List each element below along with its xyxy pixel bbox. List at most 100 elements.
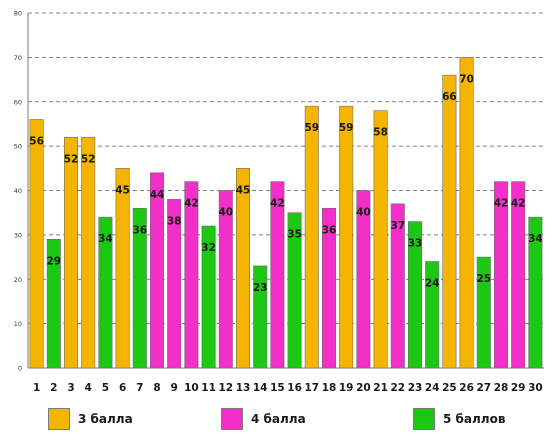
x-tick-label: 11 <box>201 382 216 394</box>
bar <box>132 207 147 369</box>
bars <box>29 57 543 369</box>
bar <box>304 105 319 369</box>
y-tick-label: 70 <box>14 54 22 62</box>
data-label: 23 <box>253 282 268 294</box>
legend-item-4-balla: 4 балла <box>221 408 306 430</box>
x-tick-label: 16 <box>287 382 302 394</box>
data-label: 52 <box>64 153 79 165</box>
x-tick-label: 5 <box>102 382 109 394</box>
x-tick-label: 18 <box>322 382 337 394</box>
x-tick-label: 7 <box>136 382 143 394</box>
bar <box>201 225 216 369</box>
y-tick-label: 30 <box>14 231 22 239</box>
data-label: 34 <box>98 233 113 245</box>
x-tick-label: 2 <box>50 382 57 394</box>
data-label: 33 <box>408 238 423 250</box>
y-tick-label: 0 <box>18 365 22 373</box>
data-label: 66 <box>442 91 457 103</box>
x-tick-label: 12 <box>218 382 233 394</box>
bar <box>476 256 491 369</box>
data-label: 37 <box>390 220 405 232</box>
bar <box>235 168 251 369</box>
y-tick-label: 60 <box>14 98 22 106</box>
bar <box>321 207 337 369</box>
bar <box>167 199 182 369</box>
bar <box>253 265 268 369</box>
bar <box>29 119 44 369</box>
data-label: 45 <box>115 184 130 196</box>
x-tick-label: 13 <box>236 382 251 394</box>
x-tick-label: 14 <box>253 382 268 394</box>
legend-label-3-balla: 3 балла <box>78 412 133 426</box>
bar <box>425 261 440 369</box>
x-tick-label: 17 <box>304 382 319 394</box>
data-label: 36 <box>322 224 337 236</box>
x-axis-ticks: 1 2 3 4 5 6 7 8 9 10 11 12 13 14 15 16 17 18 19 20 21 22 23 24 2… <box>33 382 543 394</box>
bar <box>63 136 79 369</box>
data-label: 58 <box>373 127 388 139</box>
x-tick-label: 6 <box>119 382 126 394</box>
legend-swatch-5-ballov <box>413 408 435 430</box>
data-label: 40 <box>356 207 371 219</box>
grid-lines <box>27 12 544 369</box>
data-label: 29 <box>46 255 61 267</box>
bar <box>270 181 285 369</box>
x-tick-label: 21 <box>373 382 388 394</box>
y-tick-label: 80 <box>14 10 22 18</box>
data-label: 52 <box>81 153 96 165</box>
data-label: 42 <box>184 198 199 210</box>
data-label: 70 <box>459 73 474 85</box>
x-tick-label: 20 <box>356 382 371 394</box>
x-tick-label: 26 <box>459 382 474 394</box>
bar <box>149 172 165 369</box>
bar <box>339 105 354 369</box>
bar <box>511 181 526 369</box>
legend-swatch-4-balla <box>221 408 243 430</box>
data-label: 38 <box>167 215 182 227</box>
legend-label-5-ballov: 5 баллов <box>443 412 506 426</box>
data-label: 25 <box>476 273 491 285</box>
x-tick-label: 28 <box>494 382 509 394</box>
data-label: 42 <box>511 198 526 210</box>
x-tick-label: 9 <box>171 382 178 394</box>
x-tick-label: 27 <box>476 382 491 394</box>
data-label: 42 <box>494 198 509 210</box>
data-label: 40 <box>218 207 233 219</box>
legend-label-4-balla: 4 балла <box>251 412 306 426</box>
bar <box>493 181 509 369</box>
data-label: 36 <box>132 224 147 236</box>
bar <box>218 190 233 369</box>
x-tick-label: 3 <box>67 382 74 394</box>
bar <box>287 212 302 369</box>
bar <box>442 74 457 369</box>
y-tick-label: 20 <box>14 276 22 284</box>
x-tick-label: 19 <box>339 382 354 394</box>
x-tick-label: 15 <box>270 382 285 394</box>
bar <box>356 190 371 369</box>
legend-swatch-3-balla <box>48 408 70 430</box>
x-tick-label: 25 <box>442 382 457 394</box>
x-tick-label: 23 <box>408 382 423 394</box>
data-label: 59 <box>339 122 354 134</box>
x-tick-label: 24 <box>425 382 440 394</box>
y-tick-label: 10 <box>14 320 22 328</box>
data-label: 44 <box>150 189 165 201</box>
legend-item-3-balla: 3 балла <box>48 408 133 430</box>
y-tick-label: 40 <box>14 187 22 195</box>
data-label: 34 <box>528 233 543 245</box>
x-tick-label: 8 <box>153 382 160 394</box>
data-label: 42 <box>270 198 285 210</box>
x-tick-label: 22 <box>390 382 405 394</box>
data-label: 45 <box>236 184 251 196</box>
bar <box>390 203 405 369</box>
bar <box>46 239 61 369</box>
data-label: 56 <box>29 136 44 148</box>
bar <box>115 168 130 369</box>
legend-item-5-ballov: 5 баллов <box>413 408 505 430</box>
data-label: 35 <box>287 229 302 241</box>
x-tick-label: 10 <box>184 382 199 394</box>
bar <box>184 181 199 369</box>
bar <box>459 57 474 369</box>
